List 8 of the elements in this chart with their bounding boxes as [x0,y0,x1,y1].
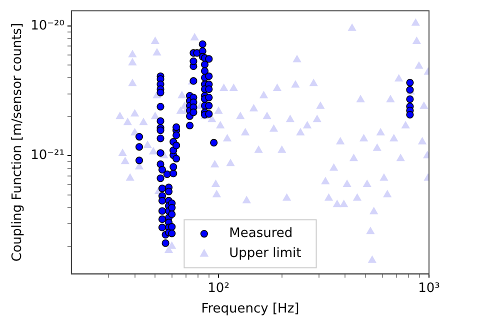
legend-label: Measured [229,226,293,242]
y-tick-label: 10⁻²⁰ [30,18,64,34]
x-tick-label: 10² [208,280,230,296]
y-axis-title: Coupling Function [m/sensor counts] [10,22,26,262]
y-tick-label: 10⁻²¹ [30,148,64,164]
legend-label: Upper limit [229,246,302,262]
x-tick-label: 10³ [418,280,440,296]
x-axis-title: Frequency [Hz] [201,302,300,317]
